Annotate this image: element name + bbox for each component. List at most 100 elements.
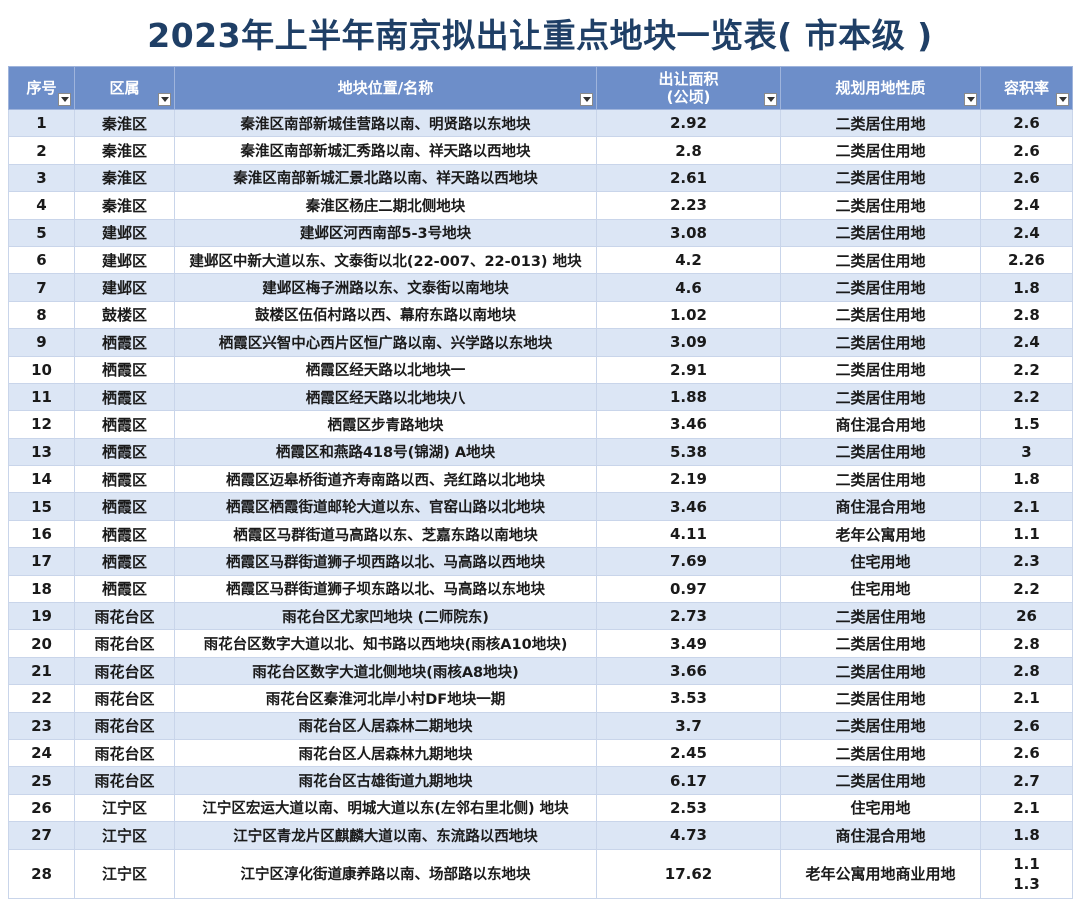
table-row: 28 江宁区 江宁区淳化街道康养路以南、场部路以东地块 17.62 老年公寓用地商业用地… [8, 848, 1073, 899]
table-row: 12 栖霞区 栖霞区步青路地块 3.46 商住混合用地 1.5 [8, 410, 1073, 439]
cell-usage: 二类居住用地 [780, 136, 981, 165]
header-district-label: 区属 [109, 79, 140, 97]
table-row: 25 雨花台区 雨花台区古雄街道九期地块 6.17 二类居住用地 2.7 [8, 766, 1073, 795]
cell-location: 栖霞区栖霞街道邮轮大道以东、官窑山路以北地块 [174, 492, 597, 521]
header-district: 区属 [74, 66, 175, 110]
cell-usage: 住宅用地 [780, 574, 981, 604]
cell-usage: 二类居住用地 [780, 465, 981, 494]
cell-location: 秦淮区南部新城汇秀路以南、祥天路以西地块 [174, 136, 597, 165]
cell-location: 栖霞区马群街道狮子坝东路以北、马高路以东地块 [174, 574, 597, 604]
cell-area: 4.2 [596, 245, 781, 275]
cell-area: 6.17 [596, 766, 781, 795]
cell-district: 雨花台区 [74, 602, 175, 631]
cell-district: 江宁区 [74, 793, 175, 823]
cell-location: 建邺区中新大道以东、文泰街以北(22-007、22-013) 地块 [174, 245, 597, 275]
table-row: 27 江宁区 江宁区青龙片区麒麟大道以南、东流路以西地块 4.73 商住混合用地 1.8 [8, 821, 1073, 850]
filter-dropdown-icon[interactable] [964, 93, 977, 106]
cell-location: 秦淮区南部新城佳营路以南、明贤路以东地块 [174, 108, 597, 138]
header-location: 地块位置/名称 [174, 66, 597, 110]
cell-location: 雨花台区秦淮河北岸小村DF地块一期 [174, 684, 597, 713]
table-row: 23 雨花台区 雨花台区人居森林二期地块 3.7 二类居住用地 2.6 [8, 711, 1073, 740]
cell-usage: 二类居住用地 [780, 108, 981, 138]
cell-no: 25 [8, 766, 75, 795]
cell-far: 2.6 [980, 136, 1073, 165]
cell-area: 3.46 [596, 492, 781, 521]
header-far-label: 容积率 [1003, 79, 1049, 97]
cell-location: 雨花台区人居森林二期地块 [174, 711, 597, 740]
table-row: 10 栖霞区 栖霞区经天路以北地块一 2.91 二类居住用地 2.2 [8, 355, 1073, 384]
cell-district: 秦淮区 [74, 191, 175, 220]
cell-no: 19 [8, 602, 75, 631]
cell-usage: 二类居住用地 [780, 656, 981, 686]
cell-location: 江宁区淳化街道康养路以南、场部路以东地块 [174, 848, 597, 899]
cell-area: 3.09 [596, 328, 781, 357]
filter-dropdown-icon[interactable] [158, 93, 171, 106]
cell-usage: 二类居住用地 [780, 218, 981, 247]
cell-district: 雨花台区 [74, 711, 175, 740]
cell-usage: 二类居住用地 [780, 602, 981, 631]
cell-location: 雨花台区数字大道以北、知书路以西地块(雨核A10地块) [174, 629, 597, 658]
cell-location: 栖霞区马群街道狮子坝西路以北、马高路以西地块 [174, 547, 597, 576]
cell-far: 1.8 [980, 821, 1073, 850]
cell-far: 2.2 [980, 355, 1073, 384]
cell-area: 1.02 [596, 300, 781, 330]
table-row: 4 秦淮区 秦淮区杨庄二期北侧地块 2.23 二类居住用地 2.4 [8, 191, 1073, 220]
cell-no: 1 [8, 108, 75, 138]
cell-usage: 二类居住用地 [780, 163, 981, 193]
cell-location: 雨花台区数字大道北侧地块(雨核A8地块) [174, 656, 597, 686]
cell-area: 3.46 [596, 410, 781, 439]
cell-no: 7 [8, 273, 75, 302]
cell-area: 2.61 [596, 163, 781, 193]
header-row: 序号 区属 地块位置/名称 出让面积 (公顷) 规划用地性质 容积率 [8, 66, 1073, 110]
cell-far-value-2: 1.3 [1013, 874, 1040, 893]
cell-area: 17.62 [596, 848, 781, 899]
cell-location: 建邺区梅子洲路以东、文泰街以南地块 [174, 273, 597, 302]
cell-usage: 住宅用地 [780, 547, 981, 576]
cell-location: 栖霞区马群街道马高路以东、芝嘉东路以南地块 [174, 519, 597, 549]
cell-area: 2.8 [596, 136, 781, 165]
cell-district: 建邺区 [74, 273, 175, 302]
cell-usage: 老年公寓用地 [780, 519, 981, 549]
cell-area: 4.73 [596, 821, 781, 850]
cell-area: 2.19 [596, 465, 781, 494]
land-table: 序号 区属 地块位置/名称 出让面积 (公顷) 规划用地性质 容积率 [8, 66, 1073, 899]
cell-usage: 商住混合用地 [780, 492, 981, 521]
cell-area: 1.88 [596, 382, 781, 412]
cell-area: 2.91 [596, 355, 781, 384]
cell-district: 栖霞区 [74, 410, 175, 439]
cell-district: 栖霞区 [74, 492, 175, 521]
cell-district: 秦淮区 [74, 136, 175, 165]
cell-location: 秦淮区南部新城汇景北路以南、祥天路以西地块 [174, 163, 597, 193]
header-usage: 规划用地性质 [780, 66, 981, 110]
cell-area: 2.53 [596, 793, 781, 823]
cell-far: 2.7 [980, 766, 1073, 795]
table-row: 26 江宁区 江宁区宏运大道以南、明城大道以东(左邻右里北侧) 地块 2.53 住宅用地… [8, 793, 1073, 823]
filter-dropdown-icon[interactable] [580, 93, 593, 106]
cell-district: 秦淮区 [74, 163, 175, 193]
cell-far: 2.6 [980, 738, 1073, 768]
cell-far-value: 1.1 [1013, 854, 1040, 873]
cell-no: 4 [8, 191, 75, 220]
table-row: 15 栖霞区 栖霞区栖霞街道邮轮大道以东、官窑山路以北地块 3.46 商住混合用地 2.1 [8, 492, 1073, 521]
cell-far: 1.1 [980, 519, 1073, 549]
cell-usage: 老年公寓用地商业用地 [780, 848, 981, 899]
cell-no: 21 [8, 656, 75, 686]
filter-dropdown-icon[interactable] [1056, 93, 1069, 106]
cell-usage: 二类居住用地 [780, 273, 981, 302]
table-row: 5 建邺区 建邺区河西南部5-3号地块 3.08 二类居住用地 2.4 [8, 218, 1073, 247]
cell-usage: 二类居住用地 [780, 355, 981, 384]
cell-district: 雨花台区 [74, 656, 175, 686]
cell-area: 7.69 [596, 547, 781, 576]
cell-district: 鼓楼区 [74, 300, 175, 330]
cell-district: 栖霞区 [74, 519, 175, 549]
filter-dropdown-icon[interactable] [58, 93, 71, 106]
cell-area: 3.7 [596, 711, 781, 740]
filter-dropdown-icon[interactable] [764, 93, 777, 106]
cell-no: 6 [8, 245, 75, 275]
cell-far: 1.8 [980, 273, 1073, 302]
cell-location: 栖霞区和燕路418号(锦湖) A地块 [174, 437, 597, 467]
cell-far: 2.8 [980, 629, 1073, 658]
cell-usage: 住宅用地 [780, 793, 981, 823]
cell-no: 27 [8, 821, 75, 850]
cell-area: 3.49 [596, 629, 781, 658]
